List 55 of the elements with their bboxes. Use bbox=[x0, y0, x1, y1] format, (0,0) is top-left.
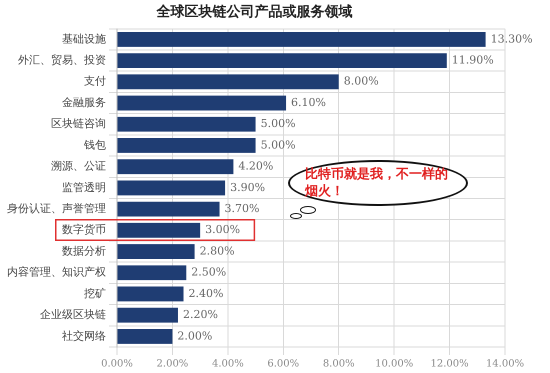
x-tick-label: 14.00% bbox=[486, 358, 524, 370]
data-label: 11.90% bbox=[452, 53, 494, 66]
y-tick-label: 外汇、贸易、投资 bbox=[18, 53, 106, 66]
data-label: 13.30% bbox=[490, 32, 533, 46]
bar bbox=[118, 202, 220, 217]
y-tick-label: 监管透明 bbox=[62, 180, 106, 194]
y-tick-label: 钱包 bbox=[83, 138, 106, 152]
y-tick-label: 内容管理、知识产权 bbox=[7, 266, 106, 279]
data-label: 3.70% bbox=[224, 202, 260, 215]
data-label: 8.00% bbox=[344, 74, 379, 88]
data-label: 3.00% bbox=[205, 223, 240, 236]
x-tick-label: 6.00% bbox=[267, 358, 300, 370]
bar bbox=[118, 222, 200, 238]
bar bbox=[118, 328, 172, 344]
data-label: 2.50% bbox=[191, 266, 226, 279]
chart-title: 全球区块链公司产品或服务领域 bbox=[156, 3, 352, 20]
x-tick-label: 2.00% bbox=[156, 358, 188, 370]
x-tick-label: 10.00% bbox=[375, 358, 414, 370]
data-label: 5.00% bbox=[260, 138, 296, 152]
y-tick-label: 挖矿 bbox=[84, 286, 106, 300]
y-tick-label: 基础设施 bbox=[62, 32, 106, 46]
annotation: 比特币就是我，不一样的烟火！ bbox=[305, 166, 449, 200]
data-label: 2.20% bbox=[182, 308, 218, 322]
y-tick-label: 溯源、公证 bbox=[51, 160, 106, 173]
bar bbox=[118, 159, 234, 174]
data-label: 2.80% bbox=[200, 244, 235, 258]
y-tick-label: 企业级区块链 bbox=[40, 308, 106, 322]
data-label: 5.00% bbox=[260, 117, 296, 130]
data-label: 2.00% bbox=[177, 329, 212, 342]
y-tick-label: 金融服务 bbox=[62, 96, 106, 109]
x-tick-label: 0.00% bbox=[101, 358, 133, 370]
data-label: 3.90% bbox=[230, 180, 266, 194]
x-tick-label: 12.00% bbox=[430, 358, 469, 370]
bar bbox=[118, 74, 339, 90]
y-tick-label: 身份认证、声誉管理 bbox=[7, 202, 106, 215]
x-tick-label: 8.00% bbox=[322, 358, 355, 370]
y-tick-label: 支付 bbox=[84, 74, 106, 88]
data-label: 6.10% bbox=[291, 96, 326, 109]
bar bbox=[118, 180, 226, 196]
bar bbox=[118, 32, 486, 47]
bar bbox=[118, 53, 447, 68]
y-tick-label: 社交网络 bbox=[62, 329, 106, 342]
x-tick-label: 4.00% bbox=[212, 358, 244, 370]
y-tick-label: 区块链咨询 bbox=[51, 117, 106, 130]
bar bbox=[118, 308, 178, 323]
y-tick-label: 数字货币 bbox=[62, 223, 106, 236]
data-label: 2.40% bbox=[188, 286, 224, 300]
data-label: 4.20% bbox=[238, 160, 274, 173]
bar bbox=[118, 286, 184, 302]
y-tick-label: 数据分析 bbox=[62, 244, 106, 258]
bar bbox=[118, 265, 186, 280]
bar bbox=[118, 96, 286, 110]
bar bbox=[118, 116, 256, 132]
bar bbox=[118, 138, 256, 153]
bar bbox=[118, 244, 195, 259]
